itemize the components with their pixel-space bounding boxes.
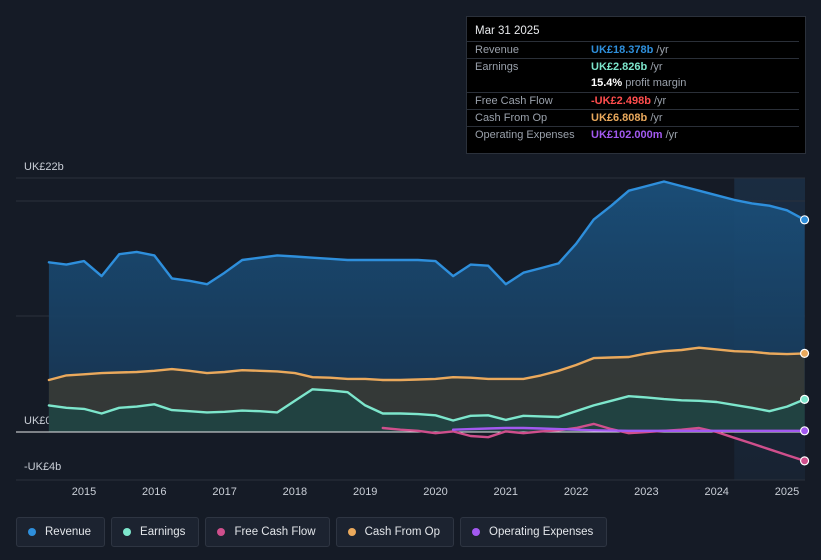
earnings-line [47, 388, 806, 422]
legend-dot-icon [472, 528, 481, 536]
earnings-endpoint-marker [799, 394, 810, 404]
tooltip-row-profit-margin: 15.4% profit margin [467, 75, 799, 92]
tooltip-value-profit-margin: 15.4% [591, 77, 623, 89]
tooltip-label: Operating Expenses [475, 129, 575, 141]
y-tick-label: -UK£4b [24, 461, 61, 473]
legend-label: Cash From Op [364, 526, 441, 538]
legend-label: Operating Expenses [489, 526, 594, 538]
tooltip-unit: profit margin [622, 77, 687, 89]
legend-dot-icon [123, 528, 132, 536]
legend-item-free-cash-flow[interactable]: Free Cash Flow [205, 517, 330, 547]
tooltip-row-revenue: Revenue UK£18.378b /yr [467, 41, 799, 58]
x-tick-label: 2022 [564, 486, 588, 498]
free-cash-flow-line [381, 422, 806, 462]
x-tick-label: 2021 [494, 486, 518, 498]
free-cash-flow-endpoint-marker [799, 456, 810, 466]
legend-item-earnings[interactable]: Earnings [111, 517, 200, 547]
x-tick-label: 2020 [423, 486, 447, 498]
x-tick-label: 2023 [634, 486, 658, 498]
tooltip-unit: /yr [647, 112, 663, 124]
tooltip-label: Earnings [475, 61, 519, 73]
tooltip-label: Free Cash Flow [475, 95, 553, 107]
x-tick-label: 2016 [142, 486, 166, 498]
revenue-endpoint-marker [799, 215, 810, 225]
tooltip-value-operating-expenses: UK£102.000m [591, 129, 663, 141]
tooltip-row-operating-expenses: Operating Expenses UK£102.000m /yr [467, 126, 799, 143]
tooltip-unit: /yr [650, 95, 667, 107]
legend-dot-icon [217, 528, 226, 536]
tooltip-value-cash-from-op: UK£6.808b [591, 112, 648, 124]
legend-dot-icon [347, 528, 356, 536]
x-tick-label: 2017 [212, 486, 236, 498]
tooltip-unit: /yr [653, 44, 669, 56]
legend-label: Revenue [45, 526, 92, 538]
tooltip-value-earnings: UK£2.826b [591, 61, 648, 73]
legend-label: Free Cash Flow [234, 526, 316, 538]
x-tick-label: 2018 [283, 486, 307, 498]
legend-label: Earnings [140, 526, 186, 538]
x-tick-label: 2019 [353, 486, 377, 498]
chart-canvas: UK£22b UK£0 -UK£4b 2015 2016 2017 2018 2019 2020… [16, 161, 810, 498]
operating-expenses-endpoint-marker [799, 426, 810, 436]
legend-item-cash-from-op[interactable]: Cash From Op [335, 517, 455, 547]
tooltip-date: Mar 31 2025 [475, 25, 540, 37]
legend-dot-icon [28, 528, 36, 536]
cash-from-op-line [47, 346, 806, 382]
tooltip-value-free-cash-flow: -UK£2.498b [591, 95, 651, 107]
tooltip-value-revenue: UK£18.378b [591, 44, 654, 56]
x-tick-label: 2015 [72, 486, 96, 498]
revenue-line [47, 180, 806, 286]
tooltip-row-free-cash-flow: Free Cash Flow -UK£2.498b /yr [467, 92, 799, 109]
cash-from-op-endpoint-marker [799, 348, 810, 358]
tooltip-row-earnings: Earnings UK£2.826b /yr [467, 58, 799, 75]
y-tick-label: UK£22b [24, 161, 64, 173]
tooltip-label: Revenue [475, 44, 520, 56]
operating-expenses-line [451, 426, 806, 432]
tooltip-row-cash-from-op: Cash From Op UK£6.808b /yr [467, 109, 799, 126]
tooltip-label: Cash From Op [475, 112, 548, 124]
tooltip-panel: Mar 31 2025 Revenue UK£18.378b /yr Earni… [466, 16, 806, 154]
chart-legend: Revenue Earnings Free Cash Flow Cash Fro… [16, 517, 608, 547]
legend-item-revenue[interactable]: Revenue [16, 517, 106, 547]
x-tick-label: 2025 [775, 486, 799, 498]
tooltip-unit: /yr [647, 61, 663, 73]
tooltip-unit: /yr [662, 129, 678, 141]
legend-item-operating-expenses[interactable]: Operating Expenses [460, 517, 608, 547]
y-tick-label: UK£0 [24, 415, 52, 427]
x-tick-label: 2024 [704, 486, 728, 498]
